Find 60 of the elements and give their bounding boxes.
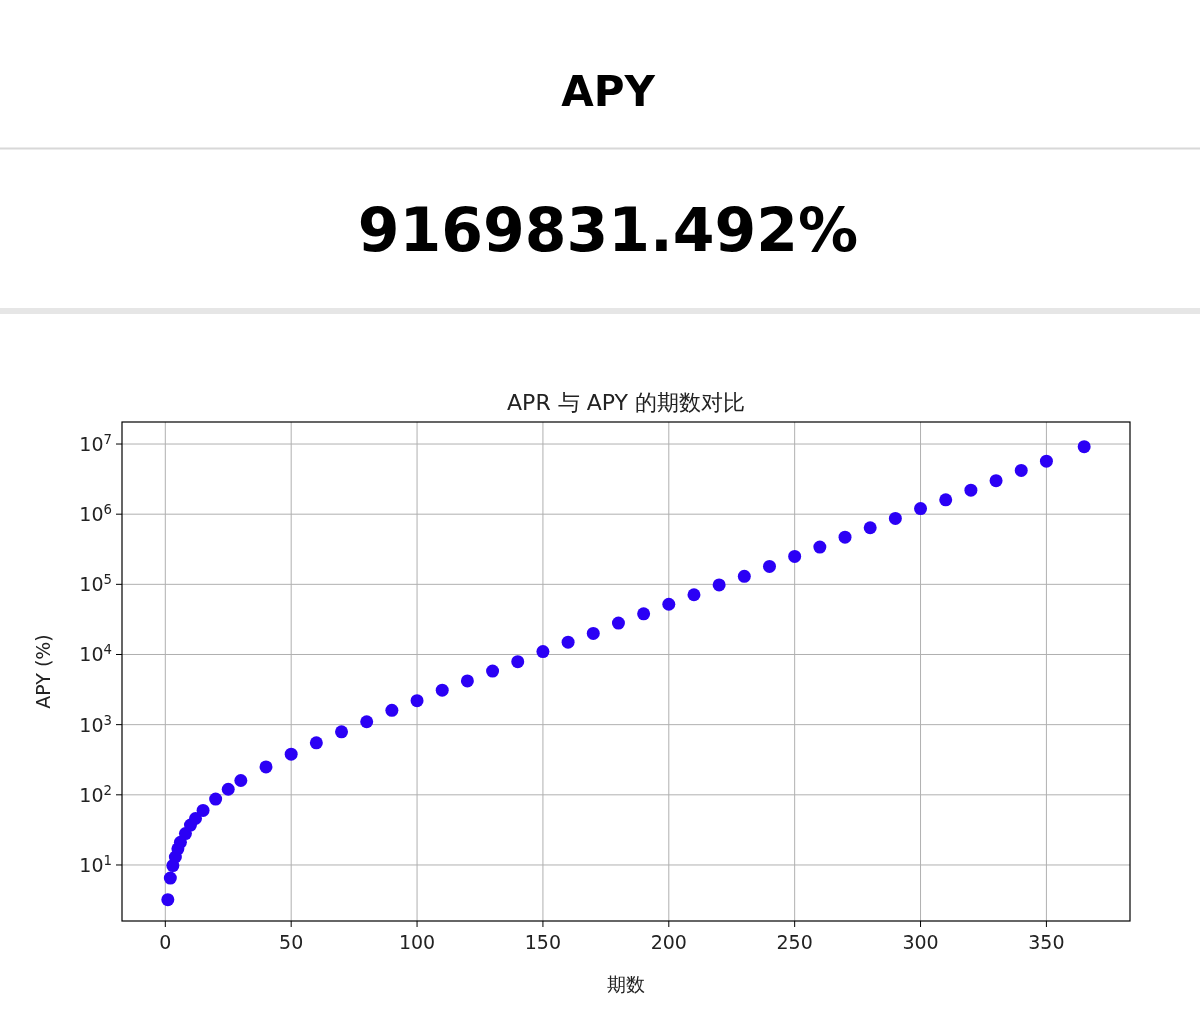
point — [511, 655, 525, 669]
point — [813, 540, 827, 554]
point — [486, 664, 500, 678]
point — [914, 502, 928, 516]
point — [687, 588, 701, 602]
point — [234, 773, 248, 787]
point — [189, 811, 203, 825]
point — [410, 694, 424, 708]
point — [1077, 440, 1091, 454]
point — [360, 715, 374, 729]
point — [284, 747, 298, 761]
x-tick-label: 250 — [776, 931, 813, 953]
text: APY — [561, 67, 656, 116]
x-axis-title: 期数 — [607, 973, 645, 995]
x-tick-label: 150 — [524, 931, 562, 953]
point — [863, 521, 877, 535]
point — [161, 893, 175, 907]
point — [196, 803, 210, 817]
x-tick-label: 300 — [902, 931, 939, 953]
point — [662, 597, 676, 611]
point — [637, 607, 651, 621]
point — [561, 635, 575, 649]
x-tick-label: 350 — [1028, 931, 1065, 953]
text: 9169831.492% — [357, 195, 859, 265]
x-tick-label: 0 — [159, 931, 172, 953]
point — [611, 616, 625, 630]
point — [1014, 463, 1028, 477]
y-tick-label: 10$^{1}$ — [79, 852, 112, 876]
y-tick-label: 10$^{5}$ — [79, 571, 112, 596]
point — [989, 474, 1003, 488]
y-tick-label: 10$^{3}$ — [79, 712, 112, 736]
point — [385, 703, 399, 717]
point — [939, 493, 953, 507]
point — [209, 792, 223, 806]
x-tick-label: 200 — [650, 931, 687, 953]
point — [309, 736, 323, 750]
x-tick-label: 50 — [279, 931, 304, 953]
y-axis-title: APY (%) — [32, 634, 54, 709]
point — [763, 559, 776, 573]
y-tick-label: 10$^{6}$ — [79, 501, 112, 526]
point — [788, 549, 802, 563]
point — [964, 483, 978, 497]
point — [259, 760, 273, 774]
point — [737, 569, 751, 583]
point — [838, 530, 852, 544]
point — [163, 871, 177, 885]
x-tick-label: 100 — [398, 931, 436, 953]
point — [335, 725, 349, 739]
y-tick-label: 10$^{2}$ — [79, 782, 112, 806]
point — [1039, 454, 1053, 468]
point — [435, 683, 449, 697]
point — [586, 626, 600, 640]
point — [221, 782, 235, 796]
point — [712, 578, 726, 592]
point — [460, 674, 474, 688]
y-tick-label: 10$^{4}$ — [79, 642, 112, 666]
y-tick-label: 10$^{7}$ — [79, 431, 112, 456]
point — [536, 645, 550, 659]
chart-title: APR 与 APY 的期数对比 — [507, 390, 745, 415]
point — [888, 511, 902, 525]
